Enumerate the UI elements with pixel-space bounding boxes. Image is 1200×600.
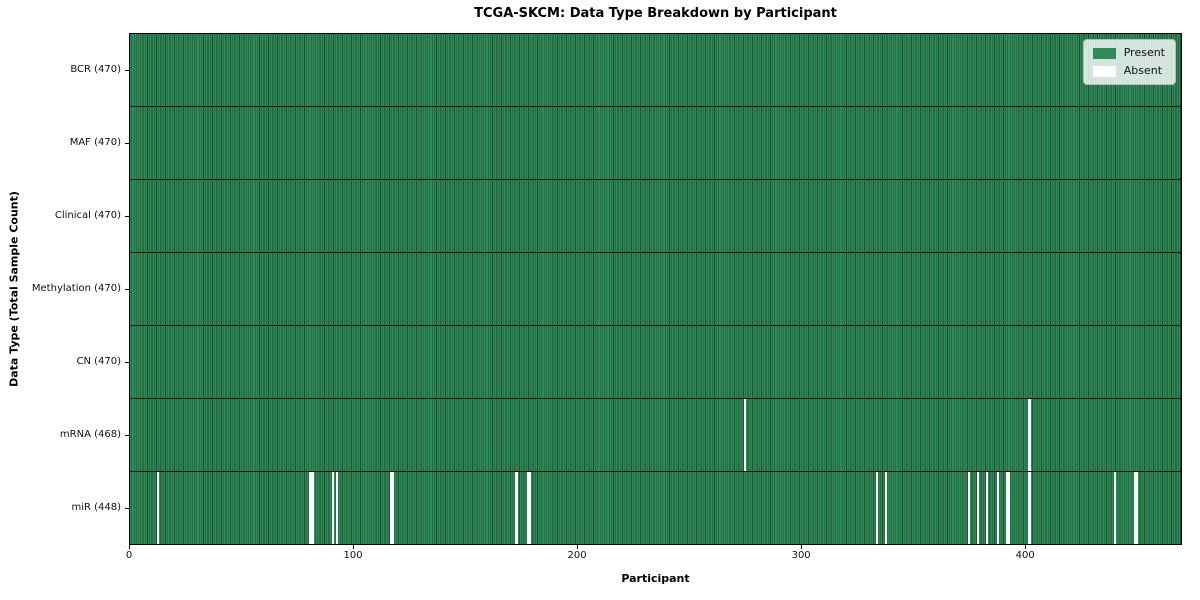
absent-cell — [331, 472, 334, 544]
legend-label-present: Present — [1123, 46, 1165, 59]
y-tick-label-methylation: Methylation (470) — [31, 283, 121, 294]
absent-cell — [1006, 472, 1009, 544]
absent-cell — [997, 472, 1000, 544]
absent-cell — [311, 472, 314, 544]
absent-cell — [528, 472, 532, 544]
absent-cell — [156, 472, 160, 544]
x-tick-label-400: 400 — [1015, 550, 1035, 561]
y-tick-mark — [125, 362, 129, 364]
heatmap-row-methylation — [130, 253, 1181, 326]
chart-title: TCGA-SKCM: Data Type Breakdown by Partic… — [474, 6, 837, 21]
y-axis-label: Data Type (Total Sample Count) — [7, 191, 21, 387]
x-tick-mark — [576, 545, 578, 549]
legend-item-present: Present — [1092, 46, 1165, 59]
absent-cell — [743, 399, 747, 471]
absent-cell — [1028, 472, 1031, 544]
heatmap-row-cn — [130, 326, 1181, 399]
x-tick-label-200: 200 — [567, 550, 587, 561]
legend-swatch-absent — [1092, 65, 1116, 77]
y-tick-mark — [125, 289, 129, 290]
heatmap-plot-area — [129, 33, 1182, 545]
x-tick-mark — [128, 545, 130, 549]
legend-item-absent: Absent — [1092, 64, 1165, 77]
x-tick-mark — [1024, 545, 1026, 549]
x-tick-label-0: 0 — [125, 550, 133, 561]
x-tick-label-300: 300 — [791, 550, 811, 561]
absent-cell — [876, 472, 879, 544]
absent-cell — [976, 472, 980, 544]
y-tick-mark — [125, 142, 129, 144]
absent-cell — [515, 472, 518, 544]
y-tick-label-clinical: Clinical (470) — [54, 209, 121, 221]
y-tick-mark — [125, 215, 129, 217]
absent-cell — [1135, 472, 1139, 544]
absent-cell — [526, 472, 529, 544]
absent-cell — [885, 472, 888, 544]
y-tick-label-cn: CN (470) — [76, 356, 121, 368]
absent-cell — [392, 472, 395, 544]
absent-cell — [1133, 472, 1136, 544]
heatmap-row-bcr — [130, 34, 1181, 107]
legend-swatch-present — [1092, 47, 1116, 59]
y-tick-mark — [125, 508, 129, 510]
absent-cell — [967, 472, 971, 544]
x-tick-label-100: 100 — [343, 550, 363, 561]
heatmap-row-clinical — [130, 180, 1181, 253]
absent-cell — [389, 472, 393, 544]
y-tick-label-mrna: mRNA (468) — [59, 429, 121, 441]
y-tick-label-mir: miR (448) — [71, 502, 121, 514]
x-tick-mark — [352, 545, 354, 549]
heatmap-row-maf — [130, 107, 1181, 180]
x-tick-mark — [800, 545, 802, 549]
absent-cell — [309, 472, 312, 544]
y-tick-label-maf: MAF (470) — [69, 136, 121, 148]
legend-label-absent: Absent — [1123, 64, 1163, 77]
legend: Present Absent — [1082, 39, 1176, 85]
absent-cell — [1113, 472, 1116, 544]
heatmap-row-mir — [130, 472, 1181, 544]
x-axis-label: Participant — [621, 572, 690, 585]
y-tick-label-bcr: BCR (470) — [70, 63, 121, 75]
absent-cell — [1008, 472, 1011, 544]
absent-cell — [985, 472, 989, 544]
absent-cell — [336, 472, 339, 544]
y-tick-mark — [125, 435, 129, 437]
y-tick-mark — [125, 69, 129, 71]
absent-cell — [1028, 399, 1031, 471]
heatmap-row-mrna — [130, 399, 1181, 472]
